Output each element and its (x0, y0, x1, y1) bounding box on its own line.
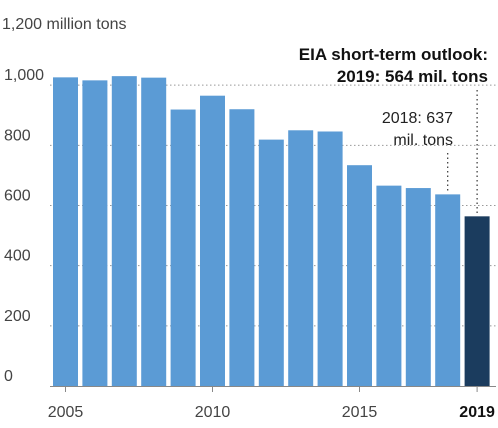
annotation-text: EIA short-term outlook: (299, 45, 488, 64)
annotation-text: 2019: 564 mil. tons (337, 67, 488, 86)
y-tick-label: 400 (4, 248, 31, 265)
bar-2019 (464, 216, 490, 386)
bar-2006 (82, 80, 108, 386)
x-tick-label: 2005 (48, 404, 84, 421)
bar-2016 (376, 185, 402, 386)
bar-2018 (435, 194, 461, 386)
bar-2009 (170, 109, 196, 386)
x-tick-label: 2015 (342, 404, 378, 421)
bar-2007 (111, 76, 137, 387)
bar-2011 (229, 109, 255, 386)
bar-2017 (405, 188, 431, 386)
y-tick-label: 0 (4, 368, 13, 385)
annotations: EIA short-term outlook: 2019: 564 mil. to… (299, 45, 488, 214)
annotation-text: mil. tons (393, 132, 453, 149)
x-axis-ticks: 2005 2010 2015 2019 (48, 386, 495, 421)
bar-2012 (258, 139, 284, 386)
bar-2014 (317, 131, 343, 386)
bar-2013 (288, 130, 314, 386)
x-tick-label: 2010 (195, 404, 231, 421)
y-axis-ticks: 0 200 400 600 800 1,000 (4, 67, 44, 385)
x-tick-label: 2019 (459, 404, 495, 421)
y-tick-label: 600 (4, 188, 31, 205)
y-axis-unit-label: 1,200 million tons (2, 16, 127, 33)
bar-2010 (200, 95, 225, 386)
y-tick-label: 800 (4, 127, 31, 144)
bar-2005 (53, 77, 78, 386)
bar-2008 (141, 77, 167, 386)
y-tick-label: 200 (4, 308, 31, 325)
y-tick-label: 1,000 (4, 67, 44, 84)
bars (53, 76, 490, 387)
annotation-text: 2018: 637 (382, 110, 453, 127)
bar-2015 (347, 165, 372, 386)
